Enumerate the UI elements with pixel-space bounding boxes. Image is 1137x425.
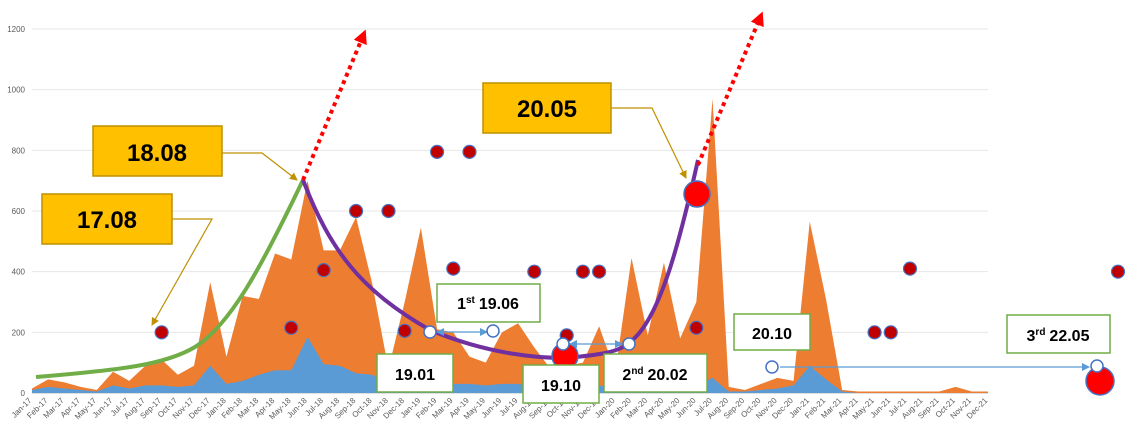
dark-red-point <box>462 144 477 159</box>
callout-2nd-2002-label: 2nd 20.02 <box>622 366 687 384</box>
dark-red-point <box>1110 264 1126 279</box>
white-marker-2205 <box>1090 359 1104 373</box>
white-marker-1910 <box>556 337 570 351</box>
callout-1708: 17.08 <box>41 193 173 245</box>
big-red-marker-2005 <box>683 180 711 208</box>
dark-red-point <box>381 203 396 219</box>
callout-2005-label: 20.05 <box>517 96 577 123</box>
callout-1901: 19.01 <box>376 353 454 393</box>
y-axis-ticks: 0 200 400 600 800 1000 1200 <box>7 25 25 398</box>
callout-1910-label: 19.10 <box>541 378 581 395</box>
dark-red-point <box>284 320 299 335</box>
green-trend-curve <box>35 179 305 379</box>
dark-red-point <box>575 264 591 279</box>
callout-1808: 18.08 <box>92 125 223 177</box>
y-tick-label: 200 <box>12 328 26 337</box>
white-marker-1906 <box>486 324 500 338</box>
x-axis-ticks: Jan-17Feb-17Mar-17Apr-17May-17Jun-17Jul-… <box>10 396 990 422</box>
callout-1901-label: 19.01 <box>395 367 435 384</box>
y-tick-label: 400 <box>12 268 26 277</box>
area-series <box>32 98 988 394</box>
leader-2005 <box>611 107 687 179</box>
dark-red-point <box>902 261 918 276</box>
y-tick-label: 0 <box>21 389 26 398</box>
red-dotted-arrow-1 <box>301 29 367 181</box>
callout-3rd-2205: 3rd 22.05 <box>1006 314 1111 354</box>
dark-red-point <box>154 325 169 340</box>
white-marker-2010 <box>765 360 779 374</box>
dark-red-point <box>397 323 412 338</box>
dark-red-point <box>446 261 461 276</box>
callout-2005: 20.05 <box>482 82 612 134</box>
dark-red-point <box>316 263 331 278</box>
y-tick-label: 800 <box>12 146 26 155</box>
leader-1808 <box>222 152 298 181</box>
y-tick-label: 1200 <box>7 25 25 34</box>
dark-red-point <box>348 203 364 219</box>
dark-red-point <box>883 325 898 340</box>
purple-trend-curve-2 <box>564 159 700 360</box>
white-marker-1901 <box>423 325 437 339</box>
white-marker-2002 <box>622 337 636 351</box>
dark-red-point <box>689 320 704 335</box>
callout-2010-label: 20.10 <box>752 326 792 343</box>
dark-red-point <box>527 264 542 279</box>
callout-1st-1906-label: 1st 19.06 <box>457 295 519 313</box>
callout-1708-label: 17.08 <box>77 207 137 234</box>
area-series-0 <box>32 98 988 394</box>
leader-1708 <box>151 218 214 326</box>
red-dotted-arrow-2 <box>696 11 764 166</box>
callout-3rd-2205-label: 3rd 22.05 <box>1027 327 1090 345</box>
dark-red-point <box>867 325 882 340</box>
callout-1808-label: 18.08 <box>127 140 187 167</box>
y-tick-label: 600 <box>12 207 26 216</box>
callout-1910: 19.10 <box>522 364 600 404</box>
dark-red-point <box>429 144 445 159</box>
purple-trend-curve-1 <box>301 179 566 360</box>
dark-red-point <box>592 264 607 279</box>
callout-1st-1906: 1st 19.06 <box>436 283 541 323</box>
callout-2nd-2002: 2nd 20.02 <box>603 353 708 393</box>
callout-2010: 20.10 <box>733 313 811 351</box>
dark-red-points <box>154 144 1126 343</box>
area-series-1 <box>32 336 988 393</box>
y-tick-label: 1000 <box>7 86 25 95</box>
